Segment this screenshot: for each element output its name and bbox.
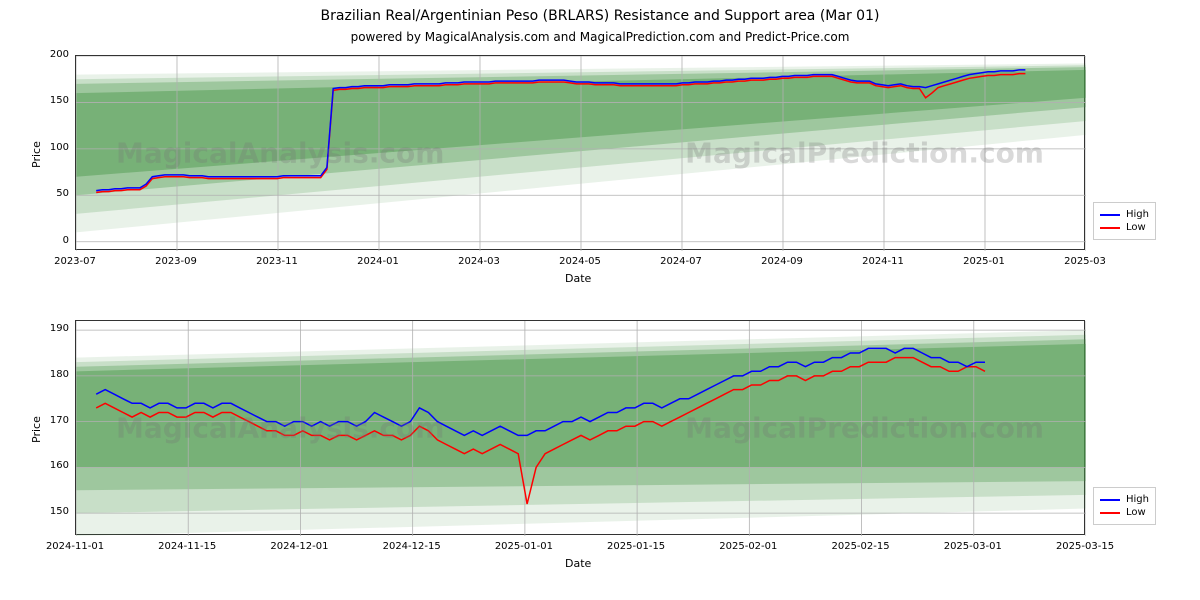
xtick-label: 2024-11 <box>853 256 913 267</box>
top-ylabel: Price <box>30 141 43 168</box>
ytick-label: 200 <box>50 49 69 60</box>
top-xlabel: Date <box>565 272 591 285</box>
xtick-label: 2024-07 <box>651 256 711 267</box>
xtick-label: 2025-02-01 <box>718 541 778 552</box>
legend-item: Low <box>1100 222 1149 233</box>
xtick-label: 2024-09 <box>752 256 812 267</box>
legend-label: High <box>1126 494 1149 505</box>
legend-item: High <box>1100 209 1149 220</box>
ytick-label: 190 <box>50 323 69 334</box>
top-legend: High Low <box>1093 202 1156 240</box>
top-chart-panel: MagicalAnalysis.com MagicalPrediction.co… <box>75 55 1085 250</box>
ytick-label: 150 <box>50 506 69 517</box>
ytick-label: 160 <box>50 460 69 471</box>
xtick-label: 2023-09 <box>146 256 206 267</box>
legend-label: Low <box>1126 222 1146 233</box>
bottom-chart-panel: MagicalAnalysis.com MagicalPrediction.co… <box>75 320 1085 535</box>
bottom-xlabel: Date <box>565 557 591 570</box>
xtick-label: 2025-03 <box>1055 256 1115 267</box>
legend-swatch <box>1100 512 1120 514</box>
ytick-label: 180 <box>50 369 69 380</box>
xtick-label: 2024-11-15 <box>157 541 217 552</box>
chart-subtitle: powered by MagicalAnalysis.com and Magic… <box>0 30 1200 44</box>
xtick-label: 2023-11 <box>247 256 307 267</box>
figure: Brazilian Real/Argentinian Peso (BRLARS)… <box>0 0 1200 600</box>
xtick-label: 2025-03-15 <box>1055 541 1115 552</box>
legend-item: High <box>1100 494 1149 505</box>
legend-swatch <box>1100 227 1120 229</box>
ytick-label: 100 <box>50 142 69 153</box>
xtick-label: 2025-02-15 <box>831 541 891 552</box>
bottom-chart-svg <box>76 321 1086 536</box>
xtick-label: 2024-11-01 <box>45 541 105 552</box>
xtick-label: 2025-03-01 <box>943 541 1003 552</box>
legend-item: Low <box>1100 507 1149 518</box>
xtick-label: 2025-01 <box>954 256 1014 267</box>
legend-swatch <box>1100 214 1120 216</box>
xtick-label: 2025-01-15 <box>606 541 666 552</box>
xtick-label: 2024-03 <box>449 256 509 267</box>
chart-title: Brazilian Real/Argentinian Peso (BRLARS)… <box>0 8 1200 24</box>
bottom-legend: High Low <box>1093 487 1156 525</box>
xtick-label: 2024-12-01 <box>269 541 329 552</box>
legend-label: Low <box>1126 507 1146 518</box>
legend-swatch <box>1100 499 1120 501</box>
legend-label: High <box>1126 209 1149 220</box>
top-chart-svg <box>76 56 1086 251</box>
ytick-label: 150 <box>50 95 69 106</box>
xtick-label: 2025-01-01 <box>494 541 554 552</box>
xtick-label: 2024-01 <box>348 256 408 267</box>
xtick-label: 2023-07 <box>45 256 105 267</box>
bottom-ylabel: Price <box>30 416 43 443</box>
xtick-label: 2024-12-15 <box>382 541 442 552</box>
ytick-label: 50 <box>56 188 69 199</box>
ytick-label: 0 <box>63 235 69 246</box>
ytick-label: 170 <box>50 415 69 426</box>
xtick-label: 2024-05 <box>550 256 610 267</box>
